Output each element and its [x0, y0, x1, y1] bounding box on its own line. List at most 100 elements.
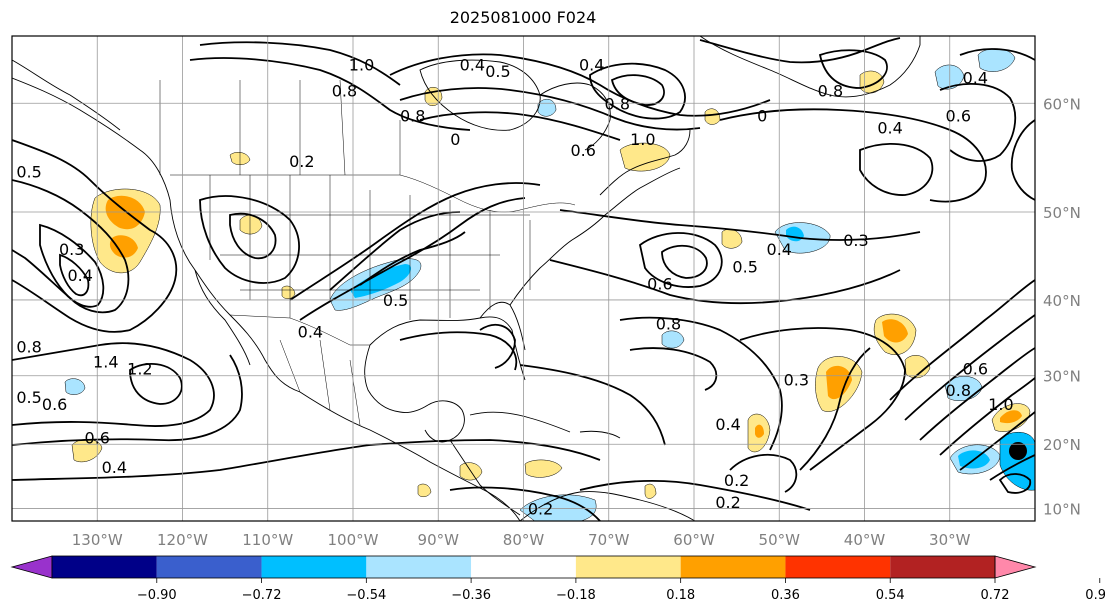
contour-line: [989, 454, 1035, 481]
positive-anomaly-patch: [239, 214, 263, 235]
contour-label: 1.2: [127, 360, 152, 379]
contour-line: [389, 53, 771, 117]
contour-label: 0.4: [963, 69, 988, 88]
longitude-tick-label: 90°W: [418, 531, 460, 549]
contour-line: [579, 479, 811, 511]
longitude-tick-label: 30°W: [929, 531, 971, 549]
colorbar-segment: [890, 556, 995, 578]
contour-line: [12, 139, 178, 333]
contour-labels: 1.00.80.4 0.5 0.40.80.800.20.61.00.800.40.…: [16, 55, 1013, 518]
positive-anomaly-core: [109, 235, 138, 258]
longitude-tick-label: 40°W: [844, 531, 886, 549]
hispaniola: [579, 430, 621, 439]
contour-label: 1.0: [349, 55, 374, 74]
contour-label: 0.2: [715, 493, 740, 512]
longitude-axis: 130°W 120°W 110°W 100°W 90°W 80°W 70°W 60°W 50°W…: [72, 531, 971, 549]
contour-line: [449, 486, 601, 521]
contour-line: [329, 211, 461, 291]
contour-line: [12, 354, 243, 446]
contour-line: [479, 323, 516, 369]
positive-anomaly-core: [105, 195, 145, 230]
contour-line: [919, 347, 1035, 441]
contour-label: 0: [450, 130, 460, 149]
contour-label: 0.8: [400, 106, 425, 125]
contour-label: 0.8: [16, 338, 41, 357]
central-america: [449, 439, 521, 516]
longitude-tick-label: 50°W: [759, 531, 801, 549]
contour-label: 0.8: [605, 94, 630, 113]
canada-east: [599, 129, 691, 196]
latitude-axis: 60°N 50°N 40°N 30°N 20°N 10°N: [1043, 95, 1081, 518]
contour-line: [939, 377, 1035, 456]
latitude-tick-label: 10°N: [1043, 500, 1081, 518]
contour-label: 0.8: [818, 82, 843, 101]
latitude-tick-label: 40°N: [1043, 292, 1081, 310]
longitude-tick-label: 100°W: [328, 531, 379, 549]
colorbar-segment: [785, 556, 891, 578]
colorbar-tick-label: −0.72: [242, 588, 282, 603]
contour-label: 0.4: [877, 118, 902, 137]
contour-line: [998, 473, 1032, 494]
contour-label: 0.5: [732, 258, 757, 277]
positive-anomaly-patch: [704, 108, 721, 125]
map-title: 2025081000 F024: [449, 8, 597, 27]
contour-label: 1.0: [630, 130, 655, 149]
colorbar-tick-label: 0.72: [981, 588, 1010, 603]
contour-line: [629, 347, 718, 391]
contour-label: 0: [757, 106, 767, 125]
us-mexico-border: [229, 314, 370, 346]
contour-label: 0.5: [16, 163, 41, 182]
contour-line: [39, 223, 105, 308]
contour-line: [661, 244, 708, 279]
colorbar-tick-label: 0.36: [771, 588, 800, 603]
contour-label: 0.6: [570, 141, 595, 160]
negative-anomaly-patch: [519, 494, 597, 521]
contour-label: 0.4: [579, 55, 604, 74]
contour-label: 0.8: [656, 315, 681, 334]
contour-line: [699, 37, 901, 64]
contour-label: 0.4: [102, 458, 127, 477]
contour-line: [199, 195, 300, 284]
colorbar-extend-low: [10, 555, 53, 579]
colorbar-tick-label: −0.36: [451, 588, 491, 603]
contour-line: [559, 209, 921, 241]
contour-label: 0.4: [67, 266, 92, 285]
contour-label: 0.4: [715, 415, 740, 434]
contour-line: [229, 212, 277, 260]
coastlines: [12, 36, 921, 521]
colorbar-segment: [680, 556, 786, 578]
positive-anomaly-patch: [524, 459, 563, 478]
baja-coast: [194, 269, 251, 366]
longitude-tick-label: 80°W: [503, 531, 545, 549]
contour-line: [289, 182, 541, 301]
mexico-state-lines: [279, 339, 361, 426]
contour-line: [610, 74, 665, 106]
positive-anomaly-core: [882, 319, 908, 343]
negative-anomaly-core: [350, 264, 412, 298]
latitude-tick-label: 50°N: [1043, 204, 1081, 222]
colorbar-tick-label: −0.54: [346, 588, 386, 603]
contour-line: [939, 83, 1017, 162]
contour-label: 0.6: [647, 275, 672, 294]
contour-line: [199, 41, 401, 86]
gridlines: [12, 36, 1035, 521]
colorbar-segment: [52, 556, 157, 578]
contour-line: [889, 279, 1035, 401]
contour-line: [719, 108, 987, 203]
contour-line: [818, 49, 888, 89]
contour-label: 0.5: [383, 291, 408, 310]
contour-line: [399, 331, 518, 371]
positive-anomaly-patch: [619, 142, 671, 172]
contour-label: 0.6: [42, 395, 67, 414]
colorbar-tick-label: −0.18: [556, 588, 596, 603]
contour-label: 0.2: [724, 471, 749, 490]
contour-label: 0.6: [963, 360, 988, 379]
longitude-tick-label: 60°W: [673, 531, 715, 549]
contour-line: [549, 259, 901, 305]
greenland: [699, 36, 921, 98]
east-coast: [509, 167, 681, 306]
longitude-tick-label: 110°W: [242, 531, 293, 549]
contour-label: 0.4: [767, 240, 792, 259]
contour-line: [129, 363, 183, 405]
positive-anomaly-core: [826, 365, 852, 400]
